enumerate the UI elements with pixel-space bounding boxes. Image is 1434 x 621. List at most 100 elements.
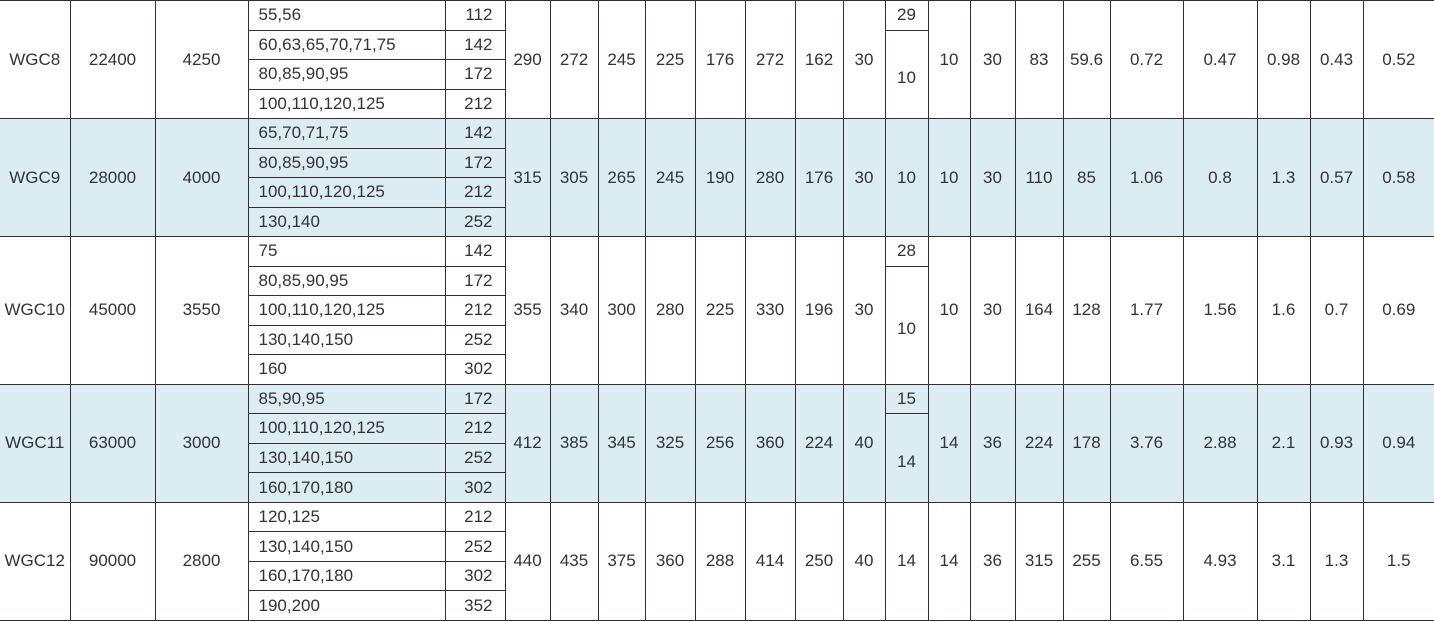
dimension-cell: 14 (927, 383, 971, 503)
dimension-cell: 0.58 (1362, 118, 1434, 238)
dimension-cell: 375 (597, 501, 646, 621)
bore-cell: 80,85,90,95 (248, 59, 446, 90)
dimension-cell: 0.98 (1256, 0, 1311, 120)
length-cell: 252 (444, 442, 505, 474)
bore-cell: 120,125 (247, 501, 446, 533)
length-cell: 172 (444, 383, 506, 415)
table-row: 130,140,150 252 (0, 531, 1434, 562)
dimension-cell: 10 (927, 0, 971, 120)
dimension-cell: 0.69 (1362, 236, 1434, 385)
length-cell: 142 (444, 236, 506, 267)
dimension-cell: 245 (597, 0, 646, 120)
dimension-cell: 176 (794, 118, 844, 238)
length-cell: 302 (444, 560, 505, 592)
dimension-cell: 3.1 (1256, 501, 1311, 621)
dimension-cell: 250 (794, 501, 844, 621)
dimension-cell: 4.93 (1182, 501, 1258, 621)
dimension-cell: 0.47 (1182, 0, 1258, 120)
length-cell: 212 (444, 88, 505, 120)
dimension-cell: 36 (969, 501, 1016, 621)
dimension-cell: 300 (597, 236, 646, 385)
table-row: WGC12 90000 2800 120,125 212 440 435 375 360 288 4… (0, 501, 1434, 621)
dimension-cell: 280 (744, 118, 796, 238)
dimension-cell: 340 (549, 236, 599, 385)
dimension-cell: 190 (694, 118, 746, 238)
dimension-cell: 265 (597, 118, 646, 238)
split-cell: 10 (884, 118, 929, 238)
dimension-cell: 1.5 (1362, 501, 1434, 621)
model-cell: WGC9 (0, 118, 71, 238)
bore-cell: 100,110,120,125 (248, 177, 446, 208)
dimension-cell: 176 (694, 0, 746, 120)
bore-cell: 100,110,120,125 (248, 413, 446, 444)
length-cell: 172 (444, 147, 505, 179)
dimension-cell: 85 (1062, 118, 1111, 238)
dimension-cell: 290 (504, 0, 551, 120)
dimension-cell: 0.43 (1309, 0, 1364, 120)
dimension-cell: 30 (842, 236, 886, 385)
dimension-cell: 164 (1014, 236, 1064, 385)
split-top-cell: 28 (884, 236, 929, 267)
dimension-cell: 330 (744, 236, 796, 385)
dimension-cell: 1.3 (1256, 118, 1311, 238)
length-cell: 212 (444, 295, 505, 326)
dimension-cell: 412 (504, 383, 551, 503)
dimension-cell: 0.57 (1309, 118, 1364, 238)
dimension-cell: 110 (1014, 118, 1064, 238)
dimension-cell: 0.72 (1109, 0, 1184, 120)
bore-cell: 130,140 (248, 206, 446, 238)
bore-cell: 55,56 (247, 0, 446, 31)
bore-cell: 160,170,180 (248, 472, 446, 503)
dimension-cell: 1.06 (1109, 118, 1184, 238)
table-row: 130,140,150 252 (0, 442, 1434, 474)
bore-cell: 80,85,90,95 (248, 265, 446, 297)
dimension-cell: 36 (969, 383, 1016, 503)
speed-cell: 3550 (154, 236, 249, 385)
dimension-cell: 1.56 (1182, 236, 1258, 385)
dimension-cell: 225 (694, 236, 746, 385)
dimension-cell: 178 (1062, 383, 1111, 503)
dimension-cell: 1.3 (1309, 501, 1364, 621)
length-cell: 252 (444, 324, 505, 356)
dimension-cell: 305 (549, 118, 599, 238)
bore-cell: 130,140,150 (248, 442, 446, 474)
dimension-cell: 1.6 (1256, 236, 1311, 385)
bore-cell: 160 (248, 354, 446, 385)
dimension-cell: 1.77 (1109, 236, 1184, 385)
dimension-cell: 315 (1014, 501, 1064, 621)
dimension-cell: 325 (644, 383, 696, 503)
bore-cell: 75 (247, 236, 446, 267)
dimension-cell: 224 (1014, 383, 1064, 503)
length-cell: 172 (444, 59, 505, 90)
dimension-cell: 83 (1014, 0, 1064, 120)
bore-cell: 85,90,95 (247, 383, 446, 415)
dimension-cell: 272 (744, 0, 796, 120)
dimension-cell: 2.88 (1182, 383, 1258, 503)
dimension-cell: 440 (504, 501, 551, 621)
table-row: 80,85,90,95 172 (0, 147, 1434, 179)
dimension-cell: 0.94 (1362, 383, 1434, 503)
model-cell: WGC10 (0, 236, 71, 385)
dimension-cell: 14 (927, 501, 971, 621)
dimension-cell: 0.52 (1362, 0, 1434, 120)
dimension-cell: 256 (694, 383, 746, 503)
split-bottom-cell: 10 (884, 29, 928, 120)
table-row: WGC9 28000 4000 65,70,71,75 142 315 305 265 245 1… (0, 118, 1434, 238)
speed-cell: 4000 (154, 118, 249, 238)
dimension-cell: 360 (744, 383, 796, 503)
speed-cell: 3000 (154, 383, 249, 503)
dimension-cell: 0.93 (1309, 383, 1364, 503)
bore-cell: 190,200 (248, 590, 446, 621)
dimension-cell: 6.55 (1109, 501, 1184, 621)
torque-cell: 22400 (69, 0, 156, 120)
dimension-cell: 30 (842, 0, 886, 120)
dimension-cell: 288 (694, 501, 746, 621)
table-row: 160,170,180 302 (0, 472, 1434, 503)
dimension-cell: 315 (504, 118, 551, 238)
length-cell: 252 (444, 206, 505, 238)
dimension-cell: 40 (842, 501, 886, 621)
bore-cell: 130,140,150 (248, 531, 446, 562)
torque-cell: 90000 (69, 501, 156, 621)
